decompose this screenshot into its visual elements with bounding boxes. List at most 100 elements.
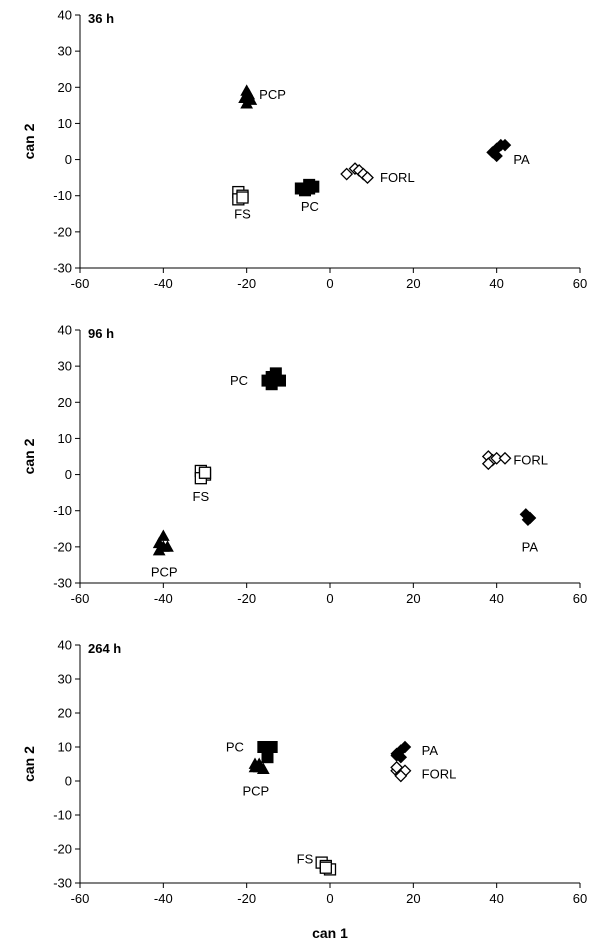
diamond-point	[490, 149, 503, 163]
open-diamond-point	[340, 167, 354, 181]
y-tick-label: 0	[65, 152, 72, 167]
series-pa	[519, 508, 537, 526]
group-label: FORL	[513, 453, 548, 468]
series-forl	[390, 760, 412, 783]
triangle-point	[161, 540, 174, 552]
x-tick-label: 40	[489, 591, 503, 606]
x-tick-label: 60	[573, 276, 587, 291]
chart-panel-1: -30 -20 -10 0 10 20 30 40 -60 -40 -20 0 20 40 60 36 h ca…	[21, 8, 587, 292]
series-fs	[232, 185, 249, 206]
x-tick-label: 60	[573, 591, 587, 606]
group-label: PCP	[243, 784, 270, 799]
series-pc	[261, 367, 286, 391]
y-tick-label: 20	[58, 395, 72, 410]
open-square-point	[236, 191, 249, 204]
series-fs	[194, 464, 212, 485]
x-tick-label: -60	[71, 276, 90, 291]
x-tick-label: 60	[573, 891, 587, 906]
diamond-point	[398, 740, 412, 754]
series-pa	[486, 138, 512, 163]
y-tick-label: -10	[53, 808, 72, 823]
x-tick-label: -20	[237, 276, 256, 291]
y-tick-label: 20	[58, 706, 72, 721]
group-label: FORL	[422, 767, 457, 782]
diamond-point	[523, 511, 537, 525]
open-diamond-point	[361, 171, 374, 185]
group-label: PCP	[259, 87, 286, 102]
x-tick-label: -60	[71, 891, 90, 906]
group-label: PC	[226, 740, 244, 755]
x-tick-label: 20	[406, 276, 420, 291]
y-tick-label: -20	[53, 842, 72, 857]
y-tick-label: -30	[53, 261, 72, 276]
triangle-point	[240, 97, 254, 109]
y-tick-label: 30	[58, 359, 72, 374]
chart-panel-2: -30 -20 -10 0 10 20 30 40 -60 -40 -20 0 20 40 60 96 h ca…	[21, 323, 587, 607]
y-tick-label: 30	[58, 672, 72, 687]
group-label: PA	[522, 539, 539, 554]
x-tick-label: 20	[406, 591, 420, 606]
group-label: PC	[301, 199, 319, 214]
open-diamond-point	[390, 760, 404, 774]
y-tick-label: 30	[58, 44, 72, 59]
panel-title: 36 h	[88, 11, 114, 26]
series-pcp	[152, 529, 174, 556]
y-tick-label: -30	[53, 576, 72, 591]
y-tick-label: 40	[58, 638, 72, 653]
group-label: FORL	[380, 170, 415, 185]
open-square-point	[198, 466, 212, 479]
x-tick-label: 40	[489, 276, 503, 291]
open-diamond-point	[498, 451, 512, 465]
panel-title: 96 h	[88, 326, 114, 341]
x-tick-label: 40	[489, 891, 503, 906]
group-label: FS	[297, 852, 314, 867]
diamond-point	[490, 142, 503, 155]
y-tick-label: -10	[53, 188, 72, 203]
y-axis-title: can 2	[21, 438, 37, 474]
series-pc	[257, 741, 278, 764]
y-tick-label: 10	[58, 740, 72, 755]
y-tick-label: -20	[53, 224, 72, 239]
square-point	[261, 751, 274, 764]
group-label: PA	[422, 743, 439, 758]
y-tick-label: 40	[58, 323, 72, 338]
open-square-point	[319, 861, 332, 874]
y-tick-label: 0	[65, 774, 72, 789]
series-forl	[481, 450, 512, 471]
x-tick-label: 20	[406, 891, 420, 906]
x-tick-label: -20	[237, 591, 256, 606]
x-tick-label: -40	[154, 891, 173, 906]
y-tick-label: -10	[53, 503, 72, 518]
x-tick-label: -40	[154, 276, 173, 291]
group-label: PCP	[151, 565, 178, 580]
x-tick-label: -40	[154, 591, 173, 606]
triangle-point	[248, 760, 262, 773]
y-axis-title: can 2	[21, 746, 37, 782]
group-label: PC	[230, 373, 248, 388]
panel-title: 264 h	[88, 641, 121, 656]
y-tick-label: -30	[53, 876, 72, 891]
diamond-point	[498, 138, 512, 152]
series-pcp	[238, 84, 258, 109]
square-point	[265, 378, 278, 391]
triangle-point	[156, 529, 170, 541]
series-pcp	[248, 757, 270, 774]
y-tick-label: 20	[58, 80, 72, 95]
group-label: PA	[513, 152, 530, 167]
chart-panel-3: -30 -20 -10 0 10 20 30 40 -60 -40 -20 0 20 40 60 264 h c…	[21, 638, 587, 942]
x-tick-label: 0	[326, 591, 333, 606]
x-tick-label: 0	[326, 891, 333, 906]
square-point	[303, 182, 316, 195]
group-label: FS	[234, 206, 251, 221]
series-fs	[315, 856, 337, 876]
y-tick-label: 10	[58, 116, 72, 131]
open-diamond-point	[481, 457, 495, 471]
x-tick-label: -20	[237, 891, 256, 906]
series-forl	[340, 162, 374, 185]
open-diamond-point	[394, 769, 408, 783]
x-tick-label: 0	[326, 276, 333, 291]
y-tick-label: 0	[65, 467, 72, 482]
group-label: FS	[193, 489, 210, 504]
y-tick-label: 10	[58, 431, 72, 446]
